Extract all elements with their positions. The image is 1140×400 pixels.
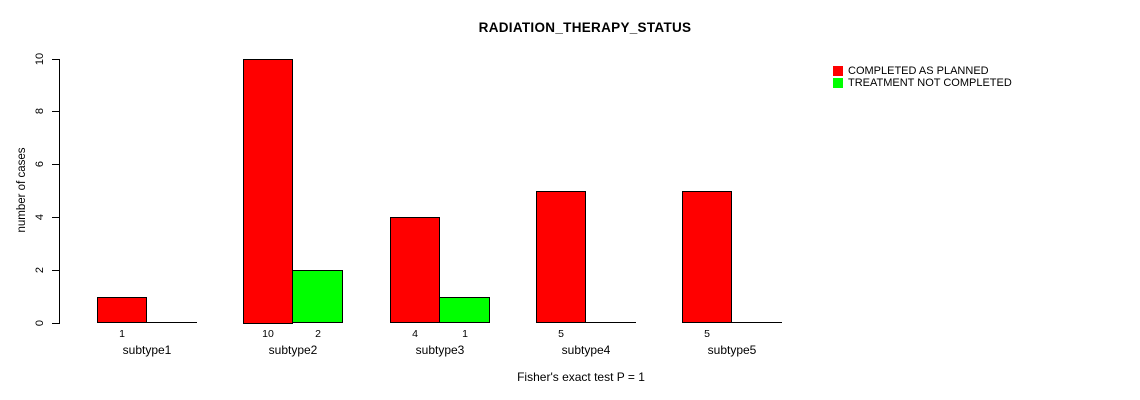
legend-item-label: TREATMENT NOT COMPLETED — [848, 77, 1012, 89]
y-tick — [52, 111, 59, 112]
y-tick-label: 2 — [34, 266, 46, 274]
chart-title: RADIATION_THERAPY_STATUS — [478, 20, 692, 35]
legend-item: COMPLETED AS PLANNED — [833, 65, 1012, 77]
caption-fishers-test: Fisher's exact test P = 1 — [517, 370, 645, 384]
zero-bar-line — [147, 322, 197, 323]
category-label-subtype5: subtype5 — [707, 343, 757, 357]
zero-bar-line — [732, 322, 782, 323]
category-label-subtype3: subtype3 — [415, 343, 465, 357]
legend-swatch-red — [833, 66, 843, 76]
y-tick-label: 10 — [34, 52, 46, 66]
y-tick — [52, 217, 59, 218]
y-tick-label: 0 — [34, 319, 46, 327]
y-tick — [52, 59, 59, 60]
value-label: 4 — [412, 328, 418, 340]
y-tick-label: 4 — [34, 213, 46, 221]
y-tick-label: 8 — [34, 107, 46, 115]
category-label-subtype4: subtype4 — [561, 343, 611, 357]
bar-subtype2-series0 — [243, 59, 293, 324]
category-label-subtype1: subtype1 — [122, 343, 172, 357]
zero-bar-line — [586, 322, 636, 323]
legend-item-label: COMPLETED AS PLANNED — [848, 65, 989, 77]
value-label: 2 — [315, 328, 321, 340]
legend-item: TREATMENT NOT COMPLETED — [833, 77, 1012, 89]
bar-subtype5-series0 — [682, 191, 732, 323]
bar-subtype4-series0 — [536, 191, 586, 323]
y-tick-label: 6 — [34, 160, 46, 168]
value-label: 1 — [119, 328, 125, 340]
bar-subtype2-series1 — [292, 270, 343, 323]
bar-subtype1-series0 — [97, 297, 147, 323]
value-label: 1 — [462, 328, 468, 340]
y-tick — [52, 323, 59, 324]
value-label: 10 — [262, 328, 274, 340]
legend-swatch-green — [833, 78, 843, 88]
y-axis-label: number of cases — [16, 147, 28, 233]
value-label: 5 — [558, 328, 564, 340]
legend: COMPLETED AS PLANNED TREATMENT NOT COMPLE… — [833, 65, 1012, 89]
value-label: 5 — [704, 328, 710, 340]
y-tick — [52, 164, 59, 165]
bar-subtype3-series1 — [439, 297, 490, 323]
category-label-subtype2: subtype2 — [268, 343, 318, 357]
y-axis-line — [59, 59, 60, 324]
y-tick — [52, 270, 59, 271]
bar-subtype3-series0 — [390, 217, 440, 323]
